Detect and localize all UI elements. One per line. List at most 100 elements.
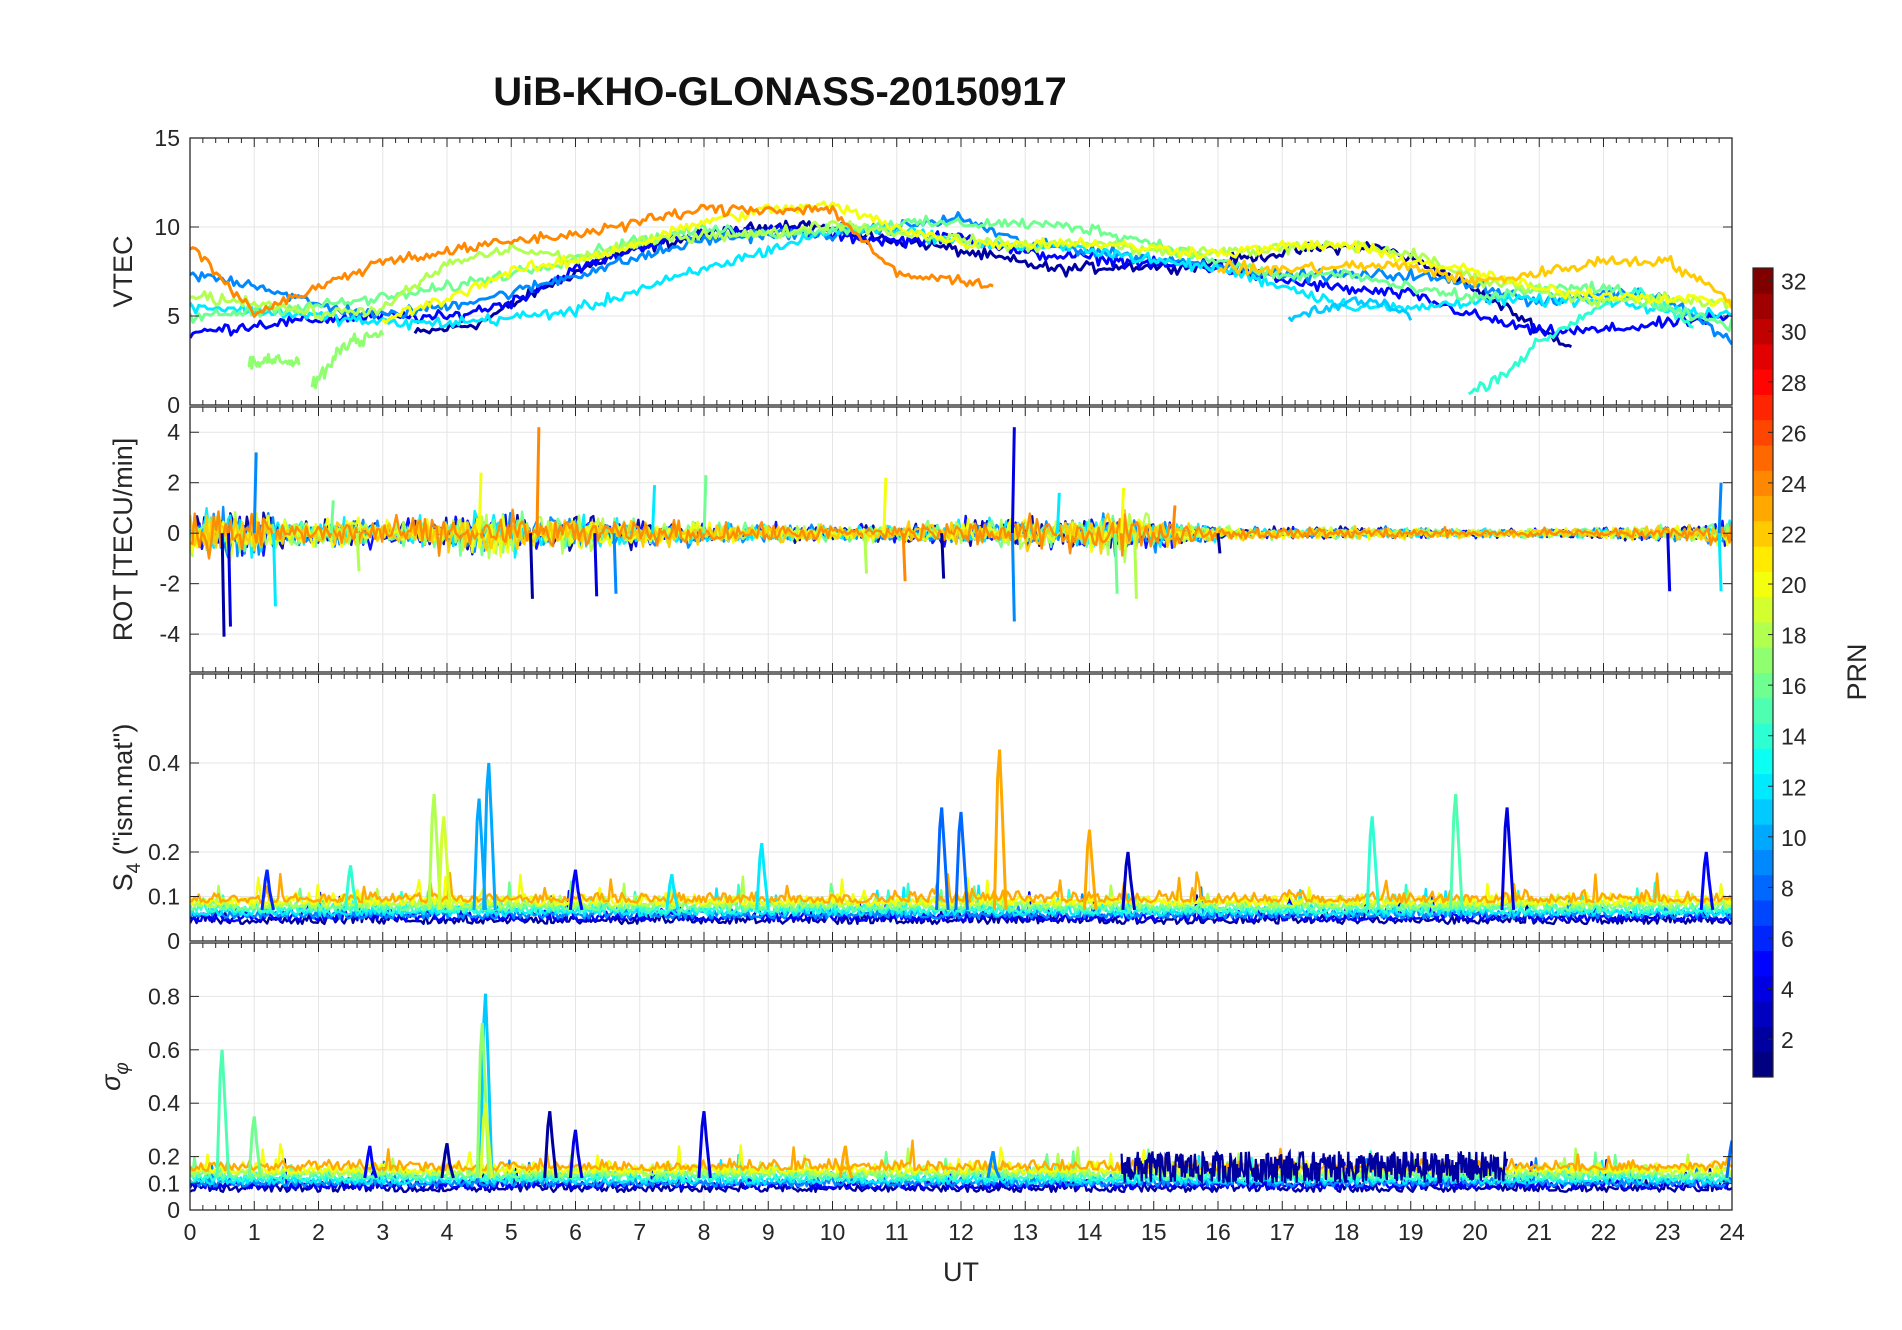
s4-spike-prn10 xyxy=(482,762,497,910)
traces-sigma_phi xyxy=(190,993,1732,1194)
vtec-series-prn5 xyxy=(190,223,1732,339)
colorbar-tick-label: 28 xyxy=(1781,370,1807,396)
s4-spike-prn12 xyxy=(755,842,770,911)
rot-spike xyxy=(329,500,335,534)
vtec-series-prn18 xyxy=(190,220,1732,322)
colorbar-swatch xyxy=(1753,546,1773,572)
colorbar-swatch xyxy=(1753,950,1773,977)
s4-spike-prn14 xyxy=(344,865,359,911)
x-tick-label: 2 xyxy=(312,1219,325,1245)
rot-spike xyxy=(355,533,361,572)
s4-spike-prn18 xyxy=(427,793,443,910)
traces-s4 xyxy=(190,749,1732,926)
vtec-series-prn17 xyxy=(247,352,301,370)
x-tick-label: 15 xyxy=(1141,1219,1167,1245)
sigma_phi-spike-prn9 xyxy=(986,1150,1001,1179)
x-tick-label: 12 xyxy=(948,1219,974,1245)
colorbar-swatch xyxy=(1753,975,1773,1002)
rot-spike xyxy=(1010,427,1016,534)
colorbar-swatch xyxy=(1753,495,1773,522)
rot-spike xyxy=(529,533,534,599)
x-tick-label: 9 xyxy=(762,1219,775,1245)
vtec-series-prn17 xyxy=(310,329,385,390)
rot-spike xyxy=(227,533,232,627)
x-tick-label: 3 xyxy=(376,1219,389,1245)
x-axis-label: UT xyxy=(943,1257,979,1287)
sigma_phi-spike-prn15 xyxy=(215,1049,231,1179)
x-tick-label: 13 xyxy=(1012,1219,1038,1245)
rot-spike xyxy=(901,533,907,582)
s4-spike-prn3 xyxy=(1121,851,1136,911)
y-axis-label-s4: S4 ("ism.mat") xyxy=(108,724,145,892)
s4-series-prn9 xyxy=(190,886,1732,920)
sigma_phi-spike-prn2 xyxy=(543,1111,558,1179)
y-tick-label-s4: 0 xyxy=(167,928,180,954)
y-axis-label-vtec: VTEC xyxy=(108,235,138,307)
y-tick-label-sigma_phi: 0.6 xyxy=(148,1037,180,1063)
colorbar-swatch xyxy=(1753,596,1773,623)
colorbar-swatch xyxy=(1753,723,1773,749)
x-tick-label: 23 xyxy=(1655,1219,1681,1245)
y-tick-label-vtec: 0 xyxy=(167,392,180,418)
colorbar-swatch xyxy=(1753,470,1773,497)
s4-spike-prn8 xyxy=(935,807,950,910)
rot-spike xyxy=(702,475,708,534)
y-tick-label-rot: -4 xyxy=(160,621,181,647)
y-tick-label-sigma_phi: 0.8 xyxy=(148,983,180,1009)
colorbar-tick-label: 10 xyxy=(1781,825,1807,851)
rot-spike xyxy=(1216,533,1222,554)
y-axis-label-rot: ROT [TECU/min] xyxy=(108,438,138,642)
colorbar-swatch xyxy=(1753,520,1773,547)
x-tick-label: 20 xyxy=(1462,1219,1488,1245)
rot-spike xyxy=(1717,482,1723,534)
s4-spike-prn8 xyxy=(954,811,969,910)
panel-s4: 0 0.1 0.2 0.4S4 ("ism.mat") xyxy=(108,673,1733,954)
x-tick-label: 19 xyxy=(1398,1219,1424,1245)
y-tick-label-s4: 0.1 xyxy=(148,884,180,910)
colorbar-swatch xyxy=(1753,900,1773,926)
x-tick-label: 18 xyxy=(1334,1219,1360,1245)
y-tick-label-sigma_phi: 0.4 xyxy=(148,1090,180,1116)
rot-spike xyxy=(863,533,869,574)
y-tick-label-rot: -2 xyxy=(160,571,180,597)
x-tick-label: 10 xyxy=(820,1219,846,1245)
y-tick-label-rot: 0 xyxy=(167,520,180,546)
rot-spike xyxy=(882,477,888,534)
rot-spike xyxy=(220,533,226,637)
traces-vtec xyxy=(190,200,1732,396)
s4-spike-prn14 xyxy=(1365,816,1381,911)
s4-spike-prn23 xyxy=(992,749,1008,910)
vtec-series-prn20 xyxy=(381,200,1732,325)
y-tick-label-sigma_phi: 0 xyxy=(167,1197,180,1223)
s4-series-prn23 xyxy=(190,871,1732,904)
rot-spike xyxy=(477,472,483,534)
y-tick-label-sigma_phi: 0.1 xyxy=(148,1170,180,1196)
colorbar-swatch xyxy=(1753,647,1773,673)
chart-title: UiB-KHO-GLONASS-20150917 xyxy=(493,70,1067,114)
panel-sigma_phi: 00.10.2 0.4 0.6 0.8 σφ xyxy=(96,942,1733,1223)
colorbar-swatch xyxy=(1753,394,1773,421)
sigma_phi-spike-prn16 xyxy=(247,1116,263,1179)
y-tick-label-sigma_phi: 0.2 xyxy=(148,1144,180,1170)
colorbar-swatch xyxy=(1753,369,1773,395)
colorbar-tick-label: 20 xyxy=(1781,572,1807,598)
s4-spike-prn15 xyxy=(1449,793,1464,910)
colorbar-tick-label: 14 xyxy=(1781,724,1807,750)
x-tick-label: 24 xyxy=(1719,1219,1745,1245)
colorbar-swatch xyxy=(1753,621,1773,648)
vtec-series-prn22 xyxy=(1216,255,1732,309)
vtec-series-prn24 xyxy=(190,203,994,318)
rot-spike xyxy=(651,485,657,534)
rot-spike xyxy=(1010,533,1016,622)
colorbar-tick-label: 16 xyxy=(1781,673,1807,699)
sigma_phi-spike-prn4 xyxy=(697,1111,712,1179)
vtec-series-prn16 xyxy=(190,214,1732,333)
sigma-dense-band xyxy=(1120,1148,1509,1186)
y-tick-label-vtec: 5 xyxy=(167,303,180,329)
x-tick-label: 7 xyxy=(633,1219,646,1245)
rot-spike xyxy=(1113,533,1119,594)
x-tick-label: 17 xyxy=(1269,1219,1295,1245)
colorbar-swatch xyxy=(1753,444,1773,471)
colorbar-swatch xyxy=(1753,697,1773,724)
